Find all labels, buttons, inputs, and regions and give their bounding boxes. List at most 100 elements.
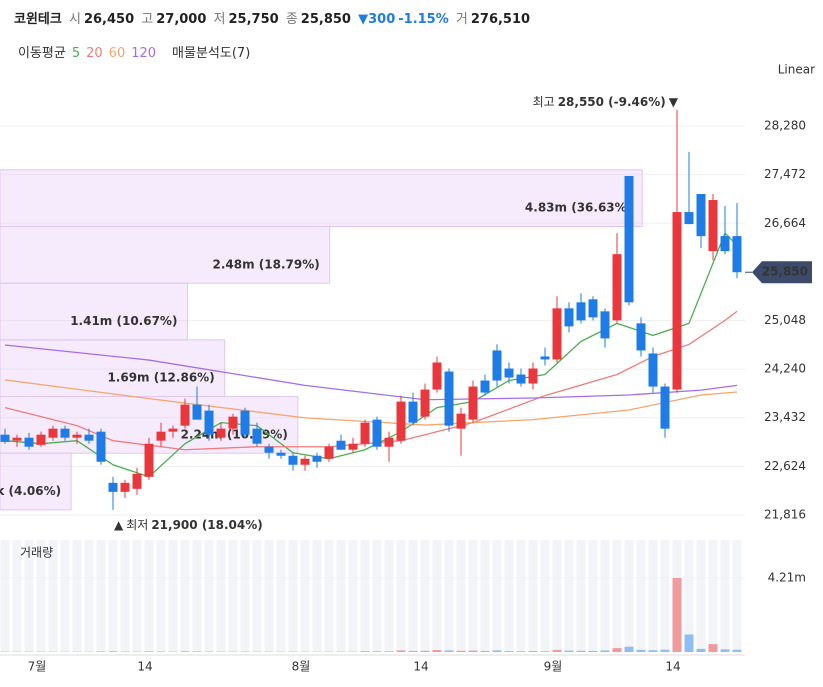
profile-bar	[0, 169, 643, 228]
profile-label: 535k (4.06%)	[0, 484, 61, 498]
ma-line	[4, 344, 738, 401]
volume-bar	[696, 648, 706, 652]
volume-bg	[684, 540, 694, 652]
candle-body	[528, 368, 538, 384]
last-price-tag	[752, 261, 812, 284]
volume-bar	[612, 648, 622, 652]
volume-bar	[552, 649, 562, 652]
candle-body	[624, 175, 634, 303]
item-value: 27,000	[156, 12, 207, 27]
change-amount: 300	[368, 12, 396, 27]
change-arrow: ▼	[358, 12, 369, 27]
profile-label: 1.41m (10.67%)	[70, 314, 177, 328]
candle-body	[300, 458, 310, 465]
volume-bar	[528, 651, 538, 652]
volume-bar	[144, 651, 154, 652]
volume-title: 거래량	[20, 546, 53, 560]
item-value: 26,450	[83, 12, 135, 27]
volume-bar	[180, 651, 190, 652]
candle-body	[60, 428, 70, 438]
ma-line	[4, 379, 738, 426]
candle-body	[360, 422, 370, 444]
stock-name: 코윈테크	[14, 12, 62, 27]
volume-bg	[276, 540, 286, 652]
candle-body	[108, 482, 118, 492]
x-tick-label: 7월	[28, 660, 47, 674]
volume-bg	[348, 540, 358, 652]
candle-body	[492, 350, 502, 381]
y-tick-label: 22,624	[764, 459, 806, 473]
legend-entry: 120	[131, 46, 157, 61]
volume-bg	[144, 540, 154, 652]
volume-bg	[288, 540, 298, 652]
volume-bg	[24, 540, 34, 652]
candle-body	[516, 374, 526, 384]
annotation-part: 21,900 (18.04%)	[151, 517, 262, 531]
candle-body	[324, 446, 334, 459]
candle-body	[24, 437, 34, 447]
volume-bar	[456, 650, 466, 652]
volume-bg	[72, 540, 82, 652]
candle-body	[132, 473, 142, 489]
annotation-part: 최저	[126, 517, 148, 531]
candle-body	[552, 308, 562, 360]
volume-bar	[540, 651, 550, 652]
candle-body	[612, 254, 622, 321]
item-label: 시	[68, 12, 81, 27]
volume-bar	[600, 650, 610, 652]
volume-bg	[516, 540, 526, 652]
header: 코윈테크 시 26,450 고 27,000 저 25,750 종 25,850 ▼30…	[14, 8, 533, 27]
volume-bg	[360, 540, 370, 652]
candle-body	[264, 446, 274, 453]
volume-bar	[636, 649, 646, 652]
candle-body	[588, 299, 598, 318]
volume-bg	[84, 540, 94, 652]
candle-body	[228, 416, 238, 429]
volume-bg	[564, 540, 574, 652]
volume-bg	[372, 540, 382, 652]
profile-bar	[0, 282, 188, 341]
volume-bg	[408, 540, 418, 652]
profile-label: 4.83m (36.63%)	[525, 201, 632, 215]
volume-bg	[120, 540, 130, 652]
volume-bar	[720, 649, 730, 652]
candle-body	[168, 428, 178, 432]
y-tick-label: 27,472	[764, 167, 806, 181]
item-label: 고	[141, 12, 154, 27]
volume-bg	[552, 540, 562, 652]
ma-legend: 5 20 60 120	[70, 46, 160, 61]
candle-body	[180, 404, 190, 426]
candle-body	[684, 212, 694, 225]
ma-line	[4, 310, 738, 451]
candle-body	[564, 308, 574, 327]
volume-bar	[192, 651, 202, 652]
volume-bar	[624, 646, 634, 652]
volume-bg	[12, 540, 22, 652]
profile-label: 2.48m (18.79%)	[212, 257, 319, 271]
volume-bar	[480, 650, 490, 652]
volume-bg	[108, 540, 118, 652]
volume-bar	[108, 651, 118, 652]
change-pct: -1.15%	[398, 12, 449, 27]
volume-bar	[420, 650, 430, 652]
candle-body	[216, 428, 226, 438]
candle-body	[72, 434, 82, 438]
candle-body	[192, 404, 202, 420]
volume-bar	[396, 650, 406, 652]
volume-bar	[360, 651, 370, 652]
low-annotation: ▲ 최저 21,900 (18.04%)	[114, 517, 263, 531]
legend-entry: 5	[71, 46, 81, 61]
y-tick-label: 28,280	[764, 119, 806, 133]
legend-title: 이동평균	[18, 46, 66, 61]
candle-body	[720, 236, 730, 252]
volume-bar	[468, 650, 478, 652]
volume-bar	[564, 650, 574, 652]
x-tick-label: 14	[665, 660, 680, 674]
candle-body	[276, 452, 286, 456]
volume-bg	[456, 540, 466, 652]
candle-body	[480, 380, 490, 393]
volume-bar	[684, 634, 694, 652]
legend-entry: 60	[108, 46, 126, 61]
scale-label: Linear	[778, 63, 815, 77]
